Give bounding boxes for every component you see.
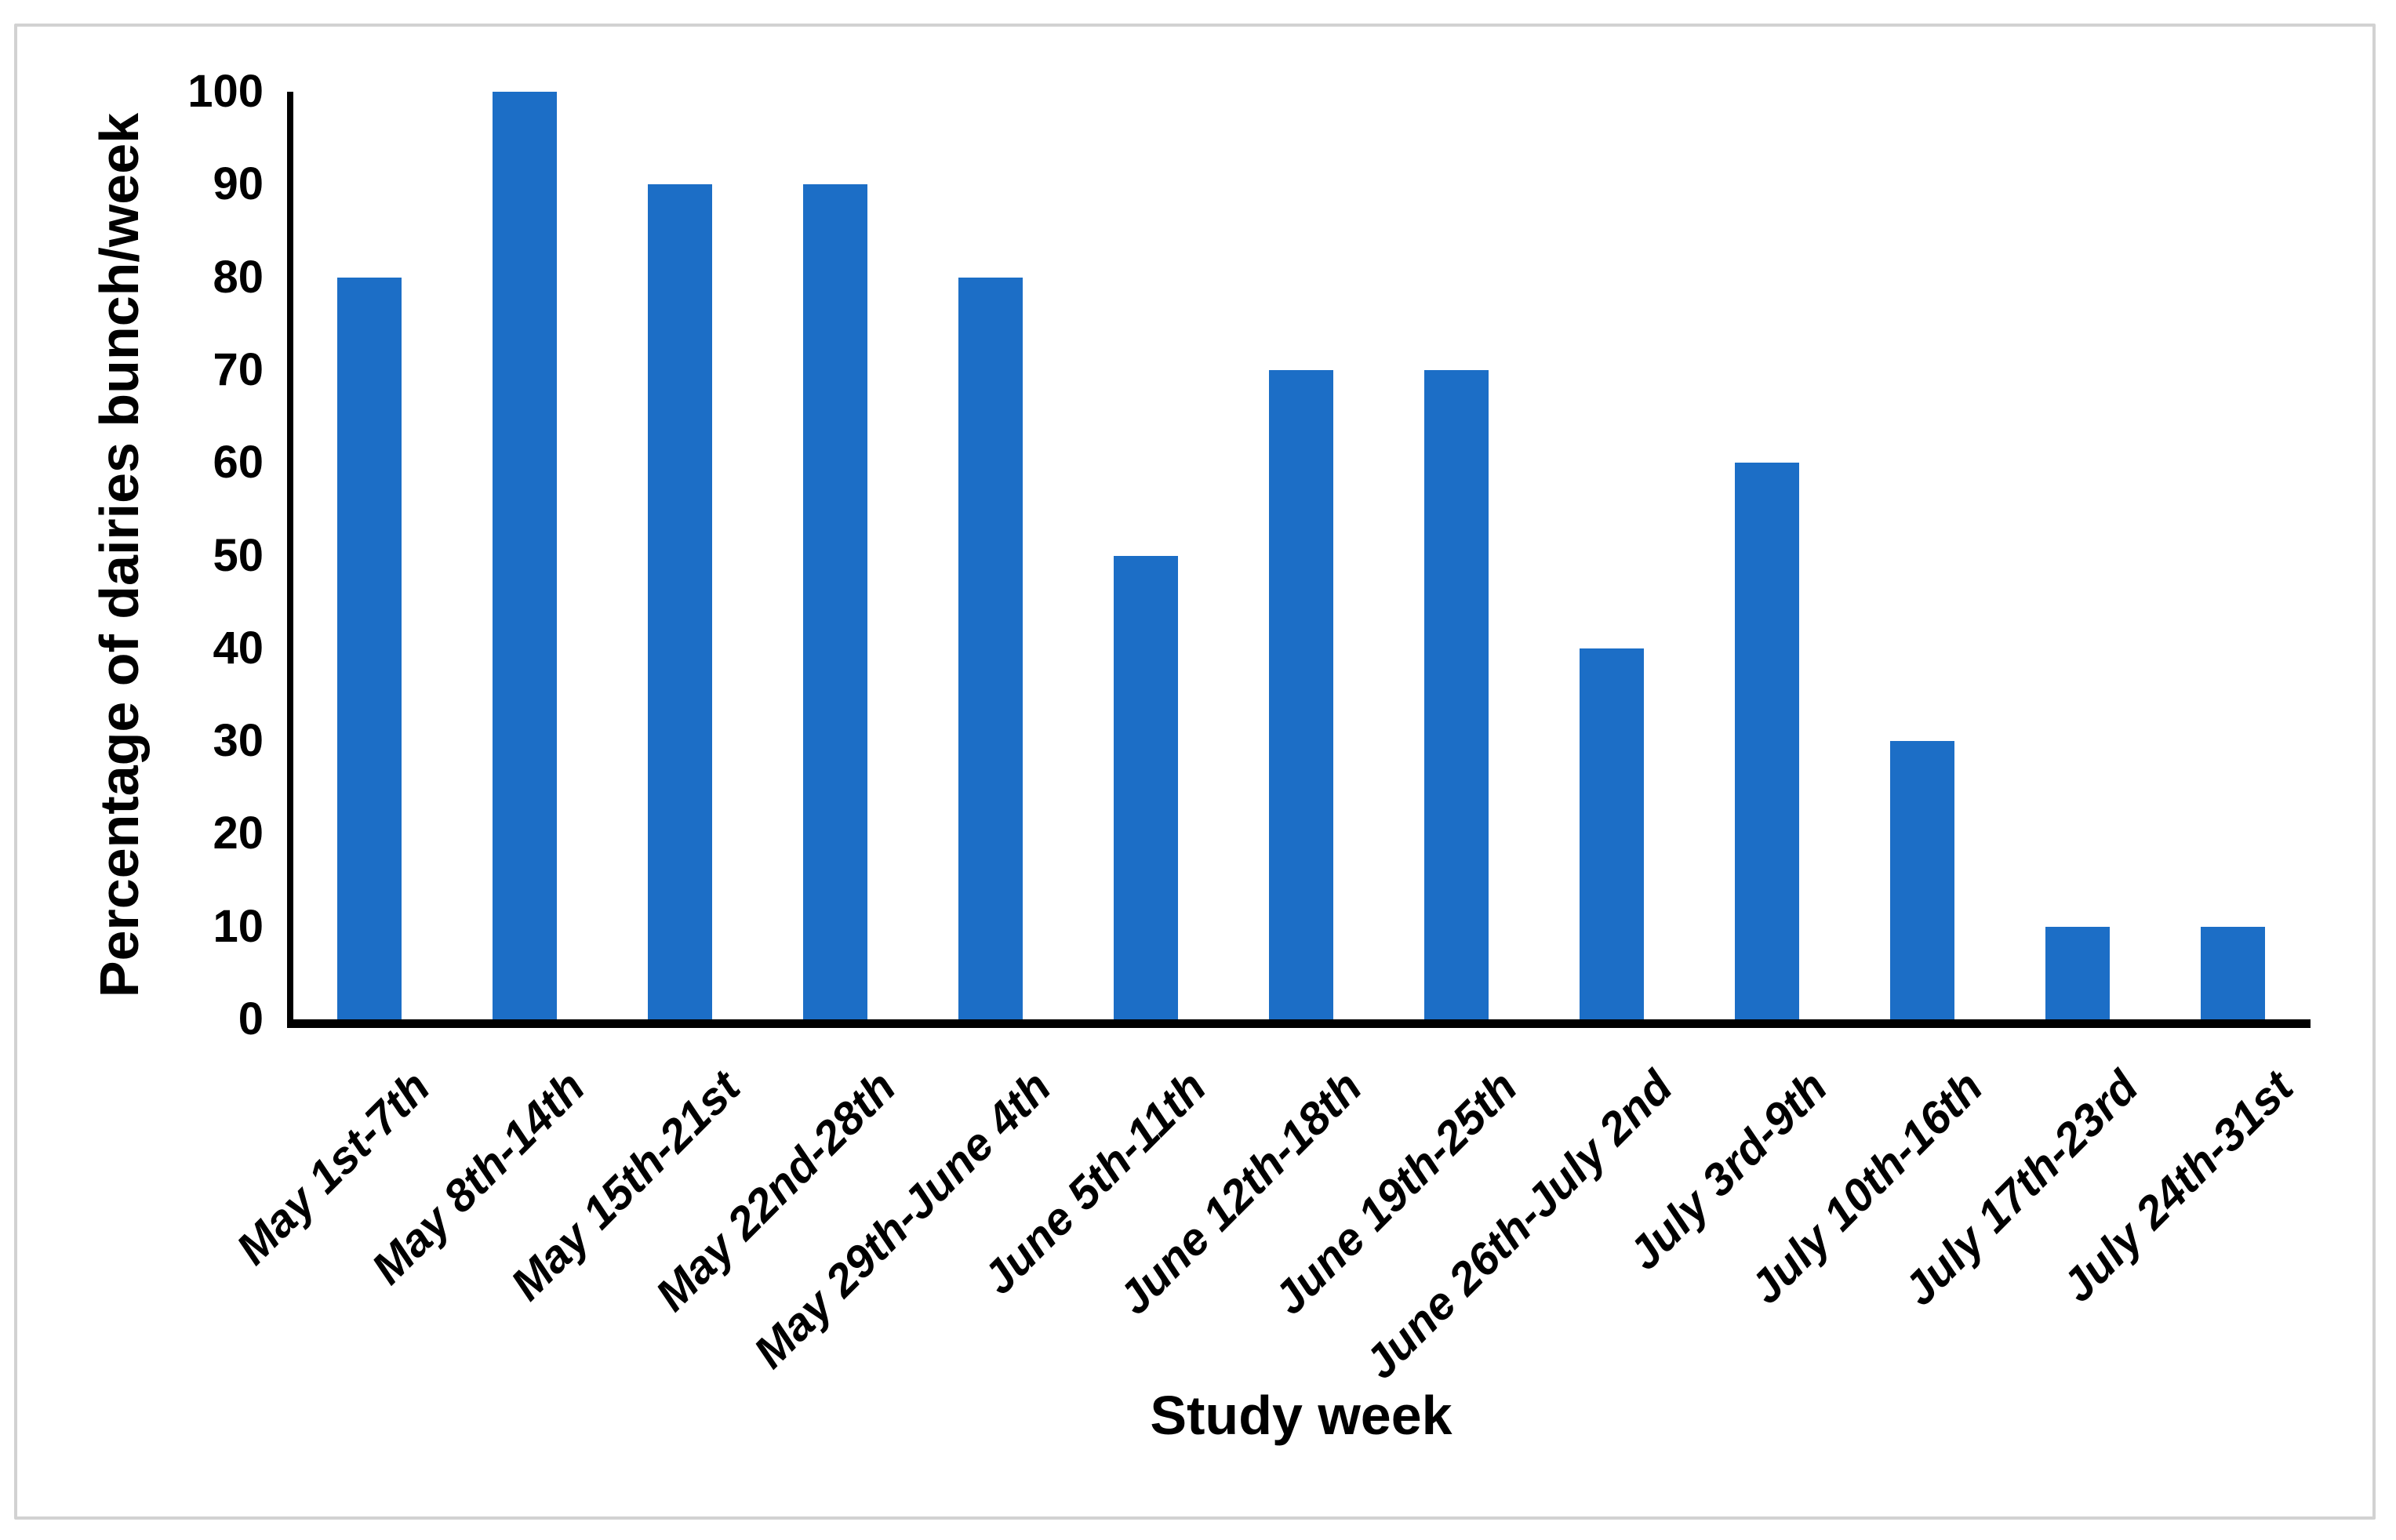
x-category-label: June 26th-July 2nd <box>1354 1061 1682 1389</box>
y-tick-label: 100 <box>187 66 264 117</box>
bar-june-26th-july-2nd <box>1580 648 1644 1019</box>
bar-may-8th-14th <box>493 92 557 1019</box>
bar-june-12th-18th <box>1269 369 1333 1019</box>
x-axis-title: Study week <box>1150 1385 1453 1446</box>
y-tick-label: 50 <box>213 529 264 581</box>
y-tick-label: 40 <box>213 622 264 674</box>
bar-july-3rd-9th <box>1735 463 1799 1019</box>
bar-may-1st-7th <box>337 277 402 1019</box>
bar-june-19th-25th <box>1424 369 1489 1019</box>
bar-july-24th-31st <box>2201 926 2265 1019</box>
x-axis-line <box>287 1019 2311 1028</box>
y-tick-label: 10 <box>213 900 264 952</box>
y-tick-label: 70 <box>213 343 264 395</box>
y-axis-line <box>287 92 293 1019</box>
y-tick-label: 80 <box>213 251 264 303</box>
bar-june-5th-11th <box>1114 555 1178 1019</box>
x-category-label: May 29th-June 4th <box>744 1061 1061 1378</box>
bar-july-10th-16th <box>1890 741 1954 1019</box>
bar-may-15th-21st <box>648 184 712 1019</box>
y-tick-label: 0 <box>238 993 264 1044</box>
y-tick-label: 60 <box>213 437 264 489</box>
bar-may-29th-june-4th <box>958 277 1023 1019</box>
y-tick-label: 30 <box>213 715 264 767</box>
bar-july-17th-23rd <box>2045 926 2110 1019</box>
bar-may-22nd-28th <box>803 184 867 1019</box>
y-tick-label: 20 <box>213 808 264 859</box>
y-tick-label: 90 <box>213 158 264 210</box>
